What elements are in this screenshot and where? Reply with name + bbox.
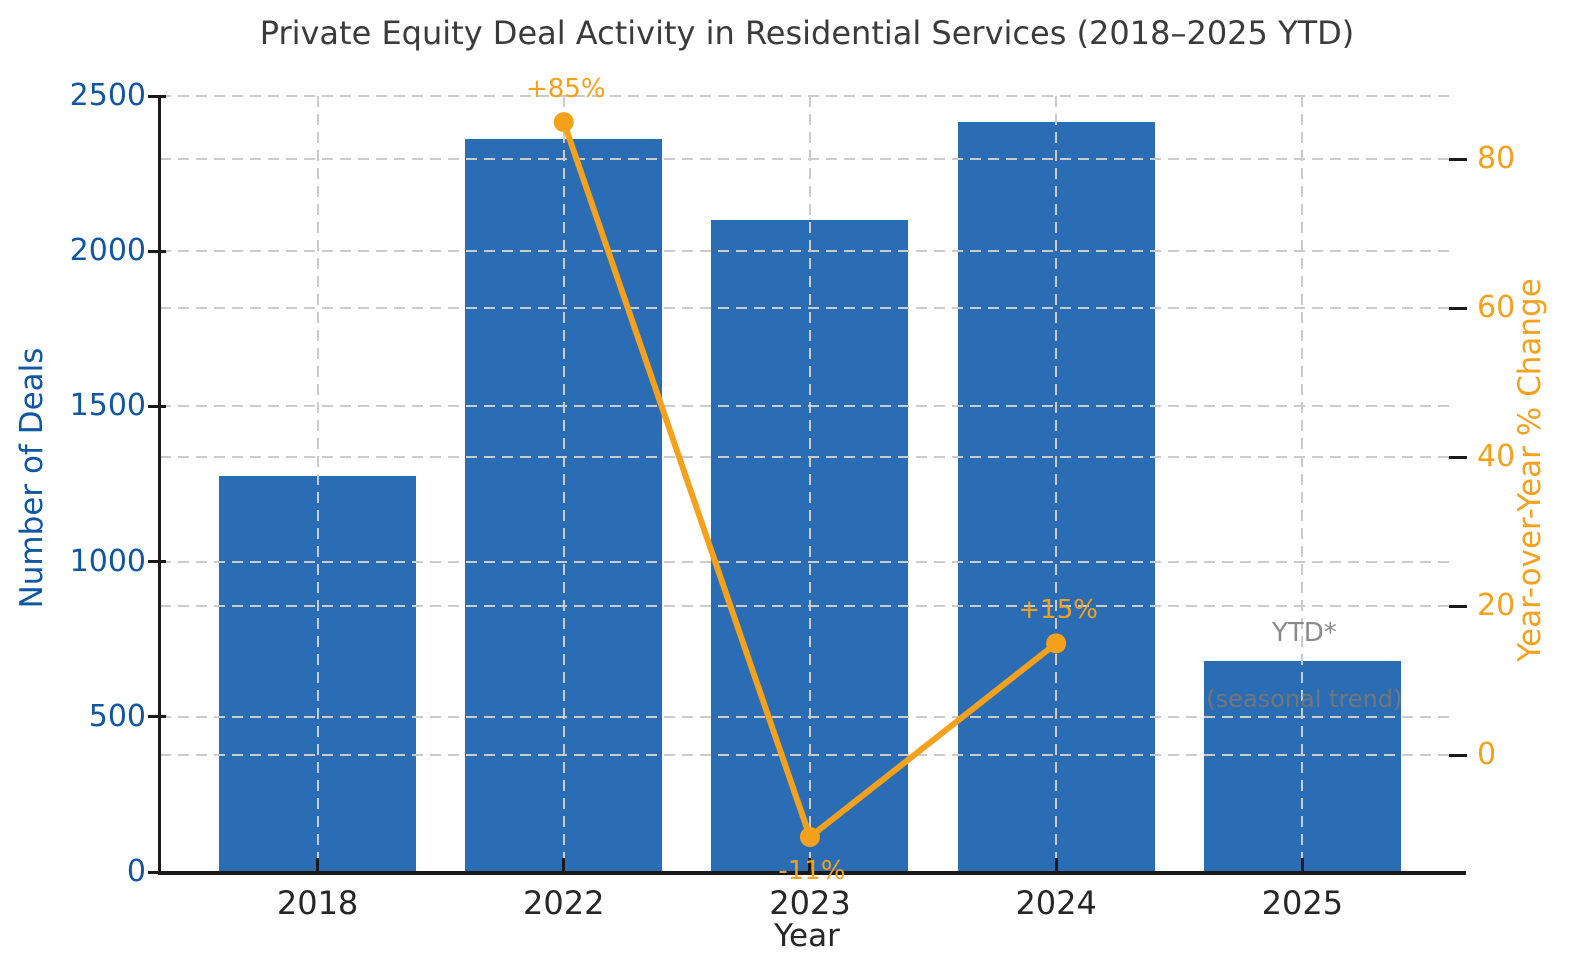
right-tick-80 [1449, 157, 1467, 161]
category-gridline-2025 [1301, 96, 1304, 872]
x-tick-2022 [562, 858, 566, 871]
x-tick-2024 [1054, 858, 1058, 871]
yoy-marker-1 [799, 826, 820, 847]
left-gridline-2500 [160, 95, 1455, 97]
left-tick-label-0: 0 [126, 854, 146, 889]
annotation--85-: +85% [525, 74, 606, 105]
category-gridline-2022 [562, 96, 565, 872]
right-tick-20 [1449, 604, 1467, 608]
category-gridline-2018 [316, 96, 319, 872]
left-tick-2000 [148, 249, 166, 253]
right-tick-0 [1449, 753, 1467, 757]
right-tick-label-60: 60 [1477, 290, 1516, 326]
x-tick-label-2025: 2025 [1261, 884, 1344, 922]
yoy-line [560, 119, 1060, 840]
left-tick-label-1000: 1000 [69, 543, 146, 579]
left-spine [158, 96, 161, 875]
left-tick-label-1500: 1500 [69, 388, 146, 424]
left-tick-1500 [148, 404, 166, 408]
right-tick-label-80: 80 [1477, 141, 1516, 177]
bottom-spine [158, 871, 1466, 875]
annotation--11-: -11% [778, 855, 846, 886]
x-tick-label-2023: 2023 [769, 884, 851, 922]
left-tick-label-500: 500 [88, 698, 146, 734]
left-tick-1000 [148, 560, 166, 564]
right-gridline-40 [160, 456, 1455, 459]
right-tick-40 [1449, 455, 1467, 459]
right-tick-label-20: 20 [1477, 588, 1516, 624]
x-tick-2023 [808, 858, 812, 871]
x-tick-2018 [316, 858, 320, 871]
right-gridline-80 [160, 158, 1455, 161]
left-tick-500 [148, 715, 166, 719]
x-tick-2025 [1300, 858, 1304, 871]
right-tick-label-0: 0 [1477, 737, 1497, 773]
yoy-marker-0 [553, 112, 574, 133]
x-tick-label-2018: 2018 [276, 884, 359, 922]
left-tick-label-2500: 2500 [69, 78, 146, 113]
left-gridline-1500 [160, 405, 1455, 408]
category-gridline-2024 [1055, 96, 1058, 872]
category-gridline-2023 [808, 96, 811, 872]
left-gridline-500 [160, 715, 1455, 718]
right-gridline-20 [160, 605, 1455, 608]
annotation-ytd-: YTD* [1271, 617, 1337, 648]
right-tick-60 [1449, 306, 1467, 310]
annotation--seasonal-trend-: (seasonal trend) [1206, 684, 1403, 713]
chart-title: Private Equity Deal Activity in Resident… [259, 14, 1355, 52]
left-gridline-2000 [160, 250, 1455, 253]
yoy-marker-2 [1046, 633, 1067, 654]
left-tick-label-2000: 2000 [69, 233, 146, 269]
annotation--15-: +15% [1018, 595, 1098, 626]
left-tick-2500 [148, 94, 166, 98]
right-gridline-0 [160, 754, 1455, 757]
x-axis-label: Year [774, 918, 840, 954]
x-tick-label-2024: 2024 [1015, 884, 1097, 922]
right-tick-label-40: 40 [1477, 439, 1516, 475]
right-gridline-60 [160, 307, 1455, 310]
left-tick-0 [148, 870, 166, 874]
left-gridline-1000 [160, 560, 1455, 563]
x-tick-label-2022: 2022 [523, 884, 605, 922]
